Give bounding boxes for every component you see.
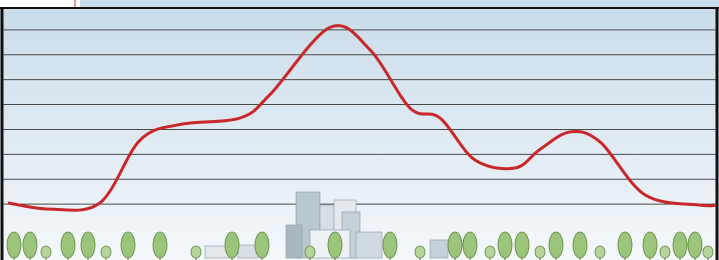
corner	[0, 0, 80, 8]
tree	[153, 232, 167, 258]
tree	[643, 232, 657, 258]
tree	[415, 246, 425, 258]
tree	[61, 232, 75, 258]
tree	[191, 246, 201, 258]
tree	[255, 232, 269, 258]
tree	[498, 232, 512, 258]
building	[430, 240, 448, 258]
tree	[81, 232, 95, 258]
tree	[573, 232, 587, 258]
tree	[383, 232, 397, 258]
tree	[448, 232, 462, 258]
tree	[703, 246, 713, 258]
page: {"chart_data": {"type": "line", "x": [8,…	[0, 0, 719, 260]
tree	[23, 232, 37, 258]
tree	[595, 246, 605, 258]
building	[286, 225, 302, 258]
chart	[0, 0, 719, 260]
tree	[121, 232, 135, 258]
tree	[41, 246, 51, 258]
tree	[305, 246, 315, 258]
tree	[328, 232, 342, 258]
tree	[535, 246, 545, 258]
tree	[485, 246, 495, 258]
tree	[515, 232, 529, 258]
building	[356, 232, 382, 258]
tree	[101, 246, 111, 258]
tree	[660, 246, 670, 258]
tree	[225, 232, 239, 258]
tree	[463, 232, 477, 258]
tree	[673, 232, 687, 258]
tree	[688, 232, 702, 258]
tree	[7, 232, 21, 258]
tree	[618, 232, 632, 258]
tree	[549, 232, 563, 258]
